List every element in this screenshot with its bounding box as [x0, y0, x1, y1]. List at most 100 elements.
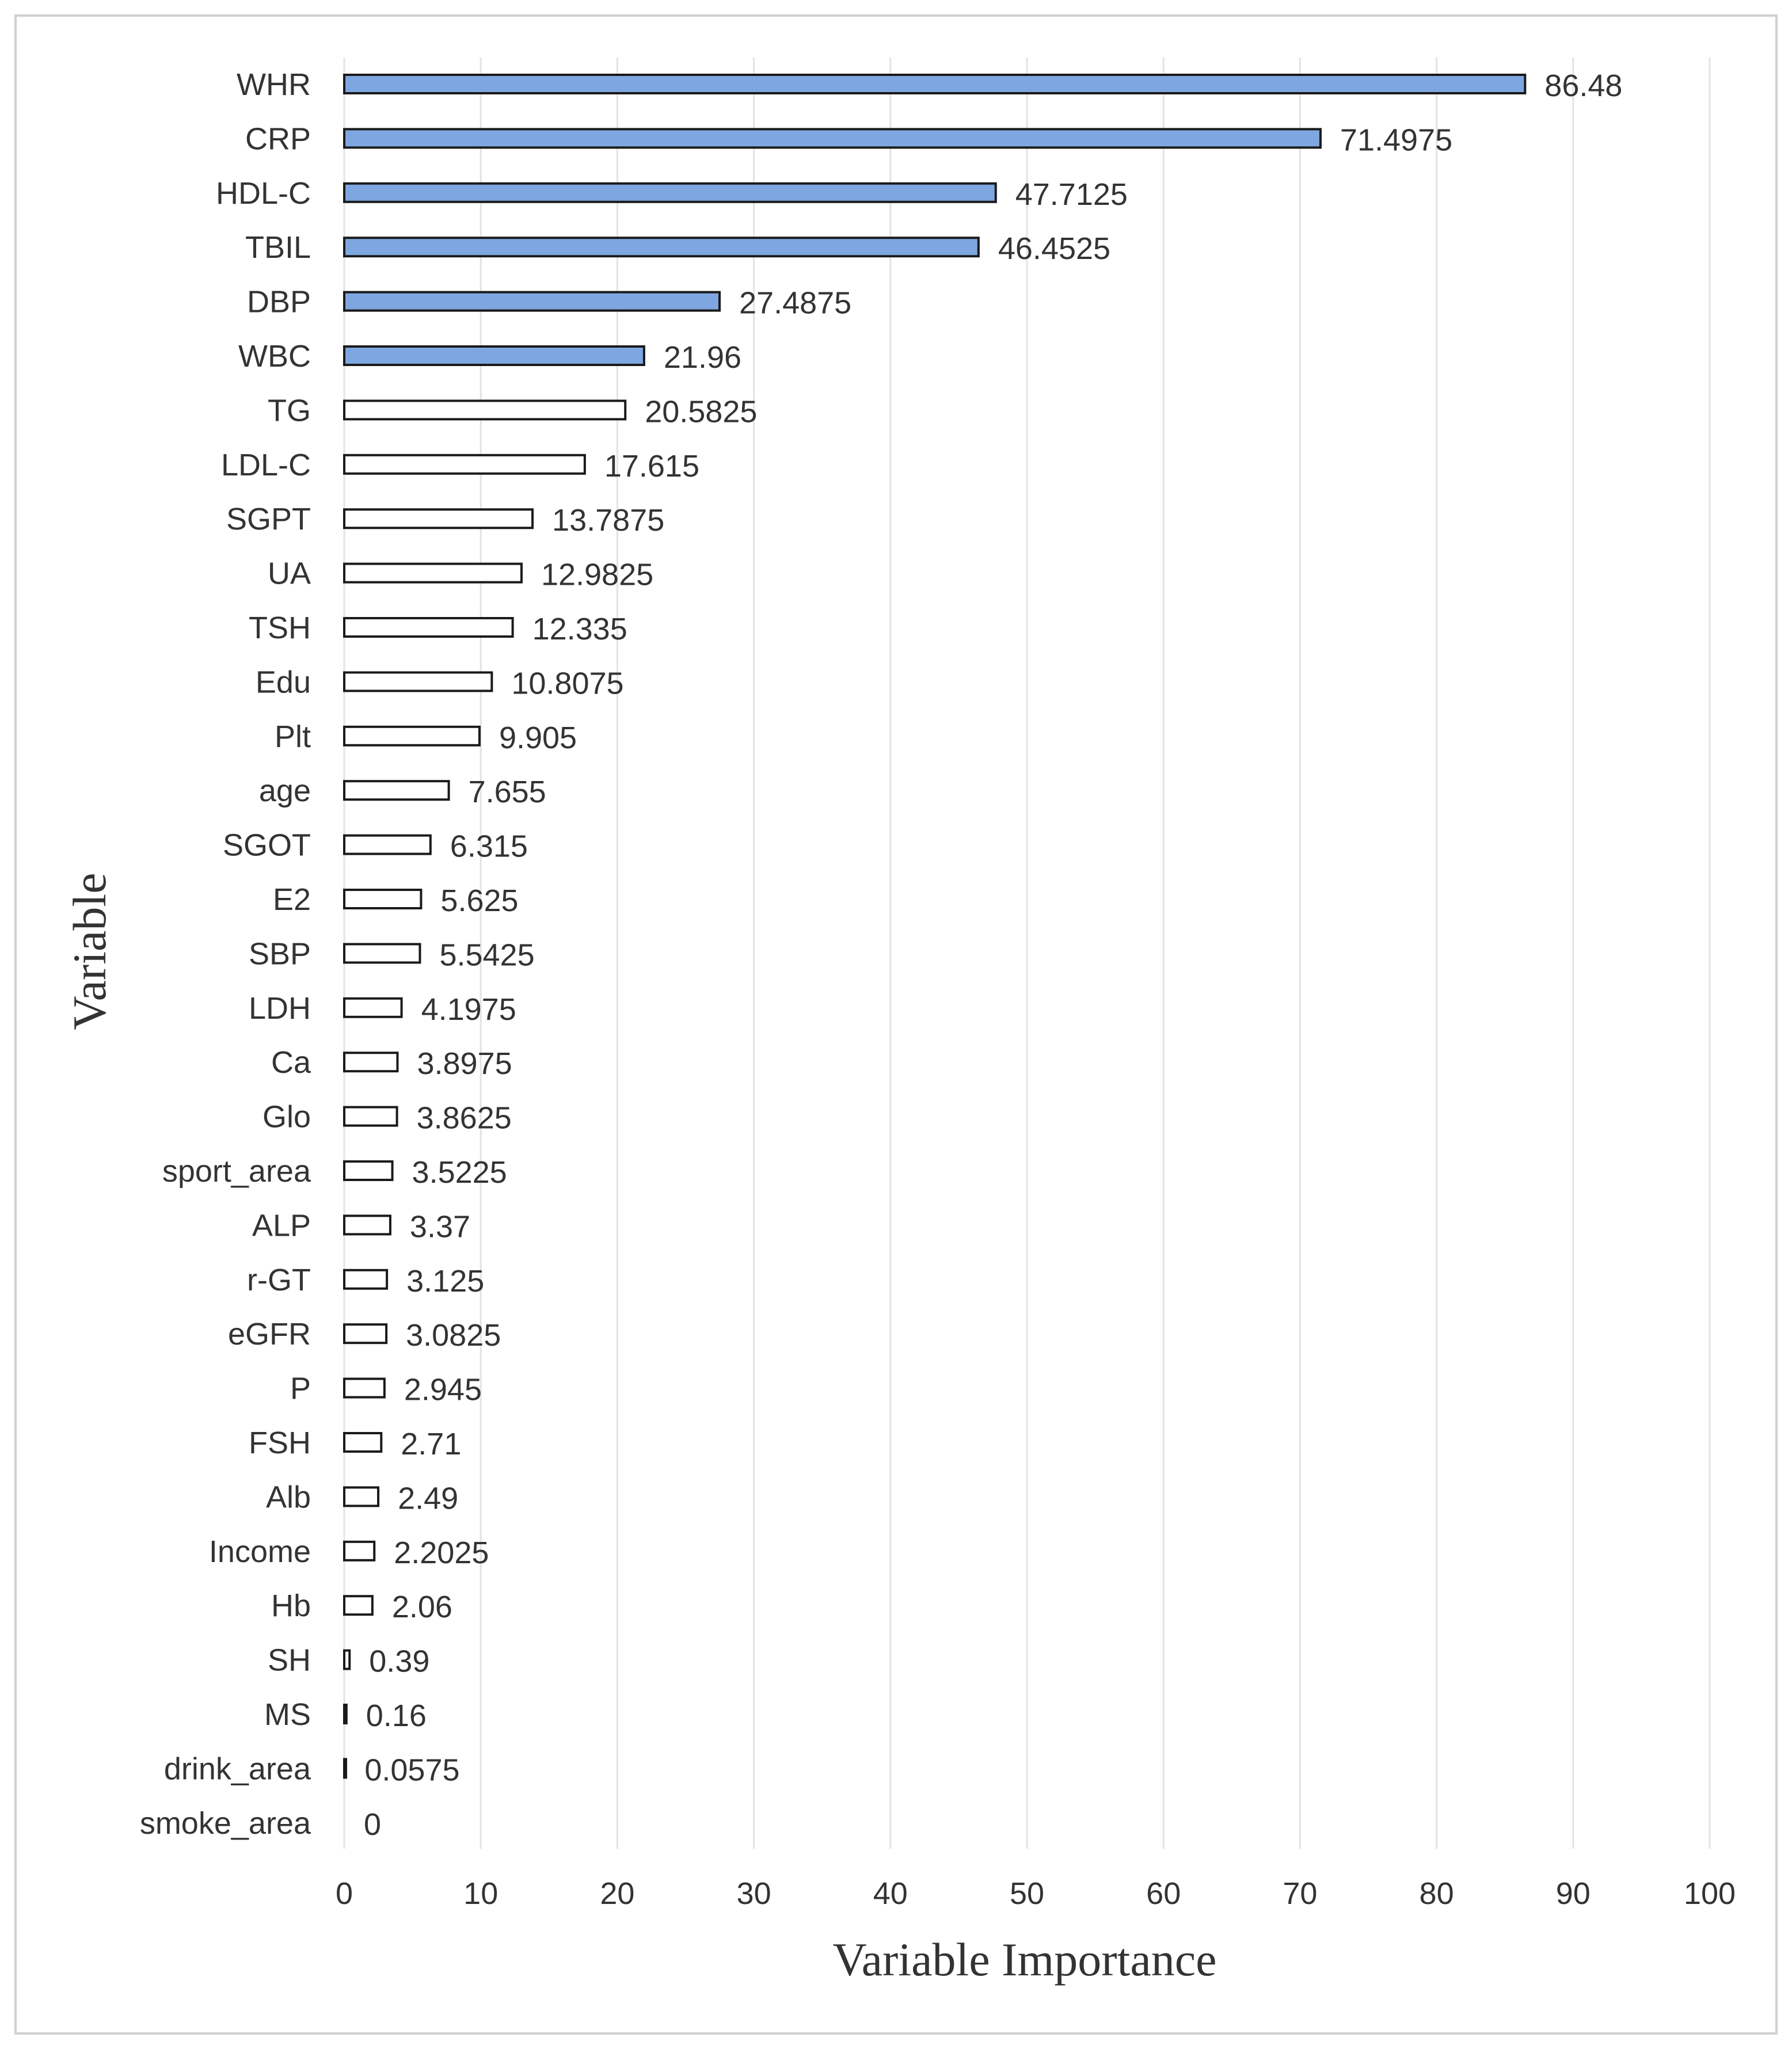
category-label: WBC [238, 339, 311, 374]
value-label: 5.5425 [439, 938, 534, 972]
bar-TG [343, 399, 627, 421]
x-tick-label: 0 [336, 1876, 353, 1911]
value-label: 47.7125 [1015, 177, 1128, 212]
value-label: 4.1975 [421, 992, 516, 1027]
category-label: Plt [275, 719, 311, 754]
bar-SGPT [343, 508, 534, 530]
value-label: 20.5825 [645, 394, 757, 429]
value-label: 2.945 [404, 1373, 482, 1407]
category-label: Income [209, 1534, 311, 1569]
bar-drink_area [343, 1758, 347, 1779]
category-label: SH [268, 1643, 311, 1678]
category-label: age [259, 774, 311, 808]
category-label: CRP [245, 121, 311, 156]
bar-LDH [343, 997, 403, 1018]
x-tick-label: 80 [1420, 1876, 1454, 1911]
bar-MS [343, 1704, 348, 1724]
category-label: LDH [249, 991, 311, 1026]
category-label: FSH [249, 1426, 311, 1460]
category-label: SGPT [226, 502, 311, 536]
value-label: 71.4975 [1340, 123, 1452, 157]
bar-Edu [343, 671, 493, 692]
value-label: 3.0825 [406, 1318, 501, 1353]
category-label: Glo [262, 1100, 311, 1134]
category-label: LDL-C [221, 448, 311, 482]
category-label: Hb [271, 1589, 311, 1623]
value-label: 86.48 [1544, 68, 1622, 103]
category-label: r-GT [247, 1263, 311, 1297]
x-tick-label: 20 [600, 1876, 634, 1911]
bar-SH [343, 1649, 351, 1670]
x-tick-label: 90 [1556, 1876, 1591, 1911]
bar-ALP [343, 1214, 391, 1236]
category-label: MS [264, 1697, 311, 1732]
value-label: 3.5225 [412, 1155, 507, 1190]
x-tick-label: 100 [1684, 1876, 1736, 1911]
bar-SGOT [343, 834, 432, 855]
value-label: 0.39 [369, 1644, 429, 1679]
bar-DBP [343, 291, 721, 312]
category-label: DBP [247, 285, 311, 319]
chart-frame [14, 14, 1778, 2035]
bar-CRP [343, 128, 1322, 149]
category-label: Edu [256, 665, 311, 699]
value-label: 2.71 [401, 1427, 461, 1461]
bar-Alb [343, 1486, 380, 1507]
bars [343, 74, 1527, 1779]
bar-SBP [343, 943, 421, 964]
category-label: TG [268, 393, 311, 428]
bar-WBC [343, 345, 645, 366]
category-label: Ca [271, 1045, 311, 1080]
value-label: 46.4525 [998, 231, 1110, 266]
gridlines [343, 58, 1711, 1849]
category-label: ALP [252, 1208, 311, 1243]
category-label: sport_area [162, 1154, 311, 1189]
x-tick-label: 70 [1283, 1876, 1317, 1911]
value-label: 12.335 [532, 612, 627, 646]
value-label: 5.625 [440, 883, 518, 918]
labels: 0 10 20 30 40 50 60 70 80 90 100 WHR 86.48 CRP 71.4975… [140, 67, 1736, 1911]
bar-WHR [343, 74, 1527, 94]
value-label: 12.9825 [541, 558, 653, 592]
bar-FSH [343, 1432, 383, 1453]
category-label: P [290, 1372, 311, 1406]
value-label: 3.37 [410, 1209, 470, 1244]
value-label: 9.905 [499, 721, 577, 755]
bar-age [343, 780, 450, 801]
bar-HDL-C [343, 182, 997, 203]
bar-Plt [343, 725, 481, 747]
value-label: 17.615 [604, 449, 699, 483]
x-tick-label: 50 [1010, 1876, 1044, 1911]
bar-LDL-C [343, 454, 586, 475]
bar-Glo [343, 1106, 398, 1127]
value-label: 3.125 [406, 1264, 484, 1298]
bar-sport_area [343, 1160, 394, 1181]
x-tick-label: 40 [873, 1876, 908, 1911]
x-tick-label: 10 [463, 1876, 498, 1911]
category-label: UA [268, 557, 311, 591]
category-label: eGFR [228, 1317, 311, 1351]
bar-TSH [343, 617, 514, 638]
bar-r-GT [343, 1269, 389, 1290]
category-label: smoke_area [140, 1806, 311, 1841]
value-label: 7.655 [469, 775, 546, 809]
value-label: 2.2025 [394, 1536, 489, 1570]
value-label: 0 [364, 1807, 381, 1842]
x-tick-label: 60 [1146, 1876, 1181, 1911]
category-label: TBIL [245, 230, 311, 265]
bar-E2 [343, 889, 423, 909]
category-label: Alb [266, 1480, 311, 1514]
bar-eGFR [343, 1323, 388, 1345]
value-label: 27.4875 [739, 286, 851, 321]
x-tick-label: 30 [737, 1876, 771, 1911]
value-label: 10.8075 [511, 666, 623, 700]
value-label: 2.49 [398, 1481, 458, 1515]
bar-UA [343, 562, 523, 584]
value-label: 21.96 [664, 340, 741, 375]
category-label: TSH [249, 611, 311, 645]
bar-P [343, 1377, 386, 1399]
category-label: WHR [237, 67, 311, 102]
y-axis-title: Variable [63, 873, 116, 1030]
bar-Ca [343, 1052, 399, 1073]
